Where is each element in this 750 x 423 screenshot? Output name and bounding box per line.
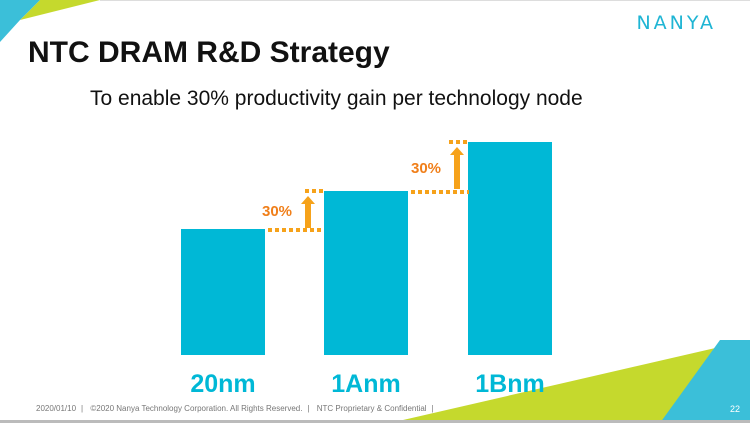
gain-label: 30% [262,203,293,220]
subtitle: To enable 30% productivity gain per tech… [90,87,583,110]
footer-copyright: ©2020 Nanya Technology Corporation. All … [90,404,303,413]
dotted-guide [449,140,468,144]
category-label: 20nm [190,370,256,398]
page-title: NTC DRAM R&D Strategy [28,36,390,69]
up-arrow-icon [450,147,464,189]
gain-label: 30% [411,160,442,177]
dotted-guide [411,190,469,194]
up-arrow-icon [301,196,315,228]
category-label: 1Anm [331,370,401,398]
bar-1bnm [468,142,552,355]
dotted-guide [305,189,324,193]
bar-20nm [181,228,265,355]
footer-confidential: NTC Proprietary & Confidential [316,404,427,413]
bar-1anm [324,191,408,355]
nanya-logo: NANYA [636,12,716,34]
page-number: 22 [729,404,740,414]
dotted-guide [268,228,324,232]
footer-date: 2020/01/10 [36,404,77,413]
category-label: 1Bnm [475,370,545,398]
top-divider [100,0,750,1]
bottom-divider [0,420,750,423]
footer: 2020/01/10 | ©2020 Nanya Technology Corpo… [36,404,434,413]
